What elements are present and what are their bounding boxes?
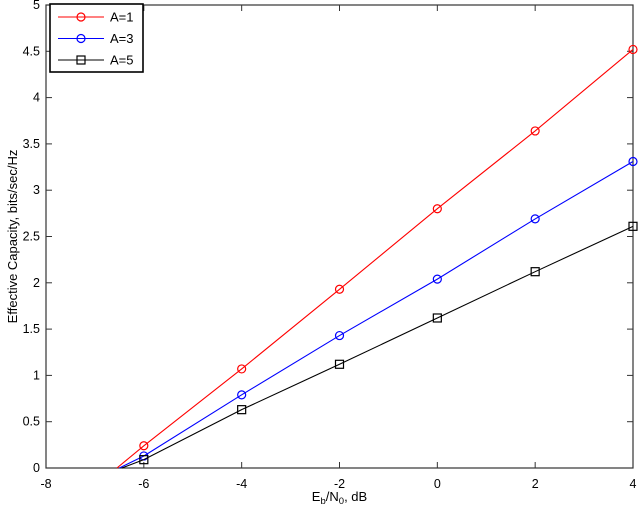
- x-tick-label: 2: [532, 477, 539, 491]
- y-axis: 0 0.5 1 1.5 2 2.5 3 3.5 4 4.5 5: [23, 0, 633, 475]
- legend-marker-circle: [76, 33, 86, 44]
- series-line: [121, 225, 634, 469]
- legend: A=1 A=3 A=5: [49, 3, 144, 73]
- series-line: [119, 161, 634, 469]
- y-tick-label: 3.5: [23, 137, 40, 151]
- legend-label: A=5: [110, 53, 134, 68]
- x-tick-label: -6: [138, 477, 149, 491]
- data-marker-circle: [628, 44, 638, 55]
- x-tick-label: -8: [40, 477, 51, 491]
- legend-entry: A=5: [58, 53, 134, 68]
- data-marker-circle: [237, 390, 247, 400]
- x-axis: -8 -6 -4 -2 0 2 4: [40, 5, 637, 491]
- x-tick-label: -4: [236, 477, 247, 491]
- plot-box: [45, 4, 634, 469]
- legend-marker-circle: [76, 12, 86, 22]
- data-marker-square: [530, 267, 540, 277]
- data-marker-circle: [237, 364, 247, 374]
- x-axis-title: Eb/N0, dB: [312, 489, 367, 507]
- y-tick-label: 4: [33, 91, 40, 105]
- data-marker-square: [628, 221, 638, 231]
- data-marker-circle: [628, 156, 638, 167]
- y-tick-label: 4.5: [23, 44, 40, 58]
- data-marker-circle: [139, 441, 149, 451]
- y-tick-label: 1: [33, 368, 40, 382]
- y-tick-label: 0: [33, 461, 40, 475]
- legend-label: A=1: [110, 10, 134, 25]
- y-axis-title: Effective Capacity, bits/sec/Hz: [5, 150, 20, 324]
- data-marker-circle: [530, 126, 540, 136]
- y-tick-label: 3: [33, 183, 40, 197]
- data-marker-circle: [334, 284, 345, 294]
- series-line: [116, 49, 634, 469]
- y-tick-label: 1.5: [23, 322, 40, 336]
- x-tick-label: -2: [334, 477, 345, 491]
- data-marker-circle: [530, 214, 540, 224]
- y-tick-label: 5: [33, 0, 40, 12]
- data-marker-circle: [432, 274, 442, 284]
- data-marker-square: [432, 313, 442, 323]
- data-marker-circle: [334, 330, 345, 341]
- legend-label: A=3: [110, 31, 134, 46]
- data-marker-circle: [432, 204, 442, 214]
- y-tick-label: 2: [33, 276, 40, 290]
- data-marker-square: [334, 359, 345, 369]
- legend-marker-square: [76, 55, 86, 65]
- series-a-1: [116, 44, 638, 469]
- y-tick-label: 0.5: [23, 415, 40, 429]
- series-a-5: [121, 221, 638, 469]
- y-tick-label: 2.5: [23, 230, 40, 244]
- x-tick-label: 0: [434, 477, 441, 491]
- data-marker-square: [237, 405, 247, 415]
- x-tick-label: 4: [630, 477, 637, 491]
- series-a-3: [119, 156, 638, 469]
- legend-entry: A=3: [58, 31, 134, 46]
- data-marker-square: [139, 455, 149, 465]
- legend-entry: A=1: [58, 10, 134, 25]
